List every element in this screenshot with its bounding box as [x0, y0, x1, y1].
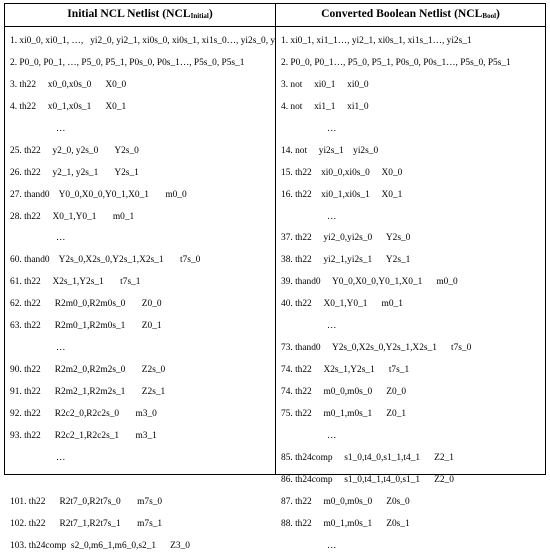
converted-netlist-ellipsis: …: [327, 211, 338, 222]
converted-netlist-ellipsis: …: [327, 540, 338, 551]
converted-netlist-line: 4. not xi1_1 xi1_0: [281, 101, 369, 112]
initial-netlist-line: 2. P0_0, P0_1, …, P5_0, P5_1, P0s_0, P0s…: [10, 57, 245, 68]
initial-netlist-line: 102. th22 R2t7_1,R2t7s_1 m7s_1: [10, 518, 163, 529]
table-header-row: Initial NCL Netlist (NCLInitial) Convert…: [4, 3, 546, 27]
converted-netlist-ellipsis: …: [327, 321, 338, 332]
converted-netlist-line: 74. th22 X2s_1,Y2s_1 t7s_1: [281, 365, 410, 376]
converted-netlist-line: 37. th22 yi2_0,yi2s_0 Y2s_0: [281, 233, 411, 244]
converted-netlist-line: 39. thand0 Y0_0,X0_0,Y0_1,X0_1 m0_0: [281, 277, 458, 288]
converted-netlist-line: 14. not yi2s_1 yi2s_0: [281, 145, 379, 156]
netlist-table-container: Initial NCL Netlist (NCLInitial) Convert…: [4, 3, 546, 551]
converted-netlist-line: 86. th24comp s1_0,t4_1,t4_0,s1_1 Z2_0: [281, 474, 454, 485]
initial-netlist-line: 27. thand0 Y0_0,X0_0,Y0_1,X0_1 m0_0: [10, 189, 187, 200]
converted-netlist-ellipsis: …: [327, 123, 338, 134]
initial-netlist-line: 26. th22 y2_1, y2s_1 Y2s_1: [10, 167, 139, 178]
initial-netlist-line: 25. th22 y2_0, y2s_0 Y2s_0: [10, 145, 139, 156]
converted-netlist-line: 1. xi0_1, xi1_1…, yi2_1, xi0s_1, xi1s_1……: [281, 36, 472, 46]
initial-netlist-cell: 1. xi0_0, xi0_1, …, yi2_0, yi2_1, xi0s_0…: [4, 26, 276, 551]
initial-netlist-line: 91. th22 R2m2_1,R2m2s_1 Z2s_1: [10, 387, 166, 397]
header-converted-boolean-netlist: Converted Boolean Netlist (NCLBool): [275, 3, 546, 27]
initial-netlist-line: 62. th22 R2m0_0,R2m0s_0 Z0_0: [10, 299, 162, 310]
initial-netlist-line: 90. th22 R2m2_0,R2m2s_0 Z2s_0: [10, 365, 166, 376]
table-body-row: 1. xi0_0, xi0_1, …, yi2_0, yi2_1, xi0s_0…: [4, 26, 546, 551]
converted-netlist-line: 15. th22 xi0_0,xi0s_0 X0_0: [281, 167, 403, 178]
converted-netlist-line: 2. P0_0, P0_1…, P5_0, P5_1, P0s_0, P0s_1…: [281, 57, 511, 68]
converted-netlist-line: 87. th22 m0_0,m0s_0 Z0s_0: [281, 496, 410, 507]
converted-netlist-cell: 1. xi0_1, xi1_1…, yi2_1, xi0s_1, xi1s_1……: [275, 26, 546, 551]
converted-netlist-lines: 1. xi0_1, xi1_1…, yi2_1, xi0s_1, xi1s_1……: [276, 27, 545, 551]
converted-netlist-line: 75. th22 m0_1,m0s_1 Z0_1: [281, 408, 407, 419]
initial-netlist-line: 1. xi0_0, xi0_1, …, yi2_0, yi2_1, xi0s_0…: [10, 36, 275, 46]
initial-netlist-ellipsis: …: [56, 452, 67, 463]
initial-netlist-line: 3. th22 x0_0,x0s_0 X0_0: [10, 79, 127, 90]
initial-netlist-lines: 1. xi0_0, xi0_1, …, yi2_0, yi2_1, xi0s_0…: [5, 27, 275, 551]
initial-netlist-line: 92. th22 R2c2_0,R2c2s_0 m3_0: [10, 408, 157, 419]
initial-netlist-line: 28. th22 X0_1,Y0_1 m0_1: [10, 211, 135, 222]
initial-netlist-line: 60. thand0 Y2s_0,X2s_0,Y2s_1,X2s_1 t7s_0: [10, 255, 201, 266]
initial-netlist-line: 103. th24comp s2_0,m6_1,m6_0,s2_1 Z3_0: [10, 540, 190, 551]
netlist-comparison-table: Initial NCL Netlist (NCLInitial) Convert…: [4, 3, 546, 551]
converted-netlist-line: 74. th22 m0_0,m0s_0 Z0_0: [281, 387, 407, 397]
initial-netlist-ellipsis: …: [56, 343, 67, 354]
initial-netlist-line: 101. th22 R2t7_0,R2t7s_0 m7s_0: [10, 496, 163, 507]
converted-netlist-line: 85. th24comp s1_0,t4_0,s1_1,t4_1 Z2_1: [281, 452, 454, 463]
converted-netlist-line: 3. not xi0_1 xi0_0: [281, 79, 369, 90]
converted-netlist-line: 38. th22 yi2_1,yi2s_1 Y2s_1: [281, 255, 411, 266]
initial-netlist-line: 4. th22 x0_1,x0s_1 X0_1: [10, 101, 127, 112]
initial-netlist-line: 61. th22 X2s_1,Y2s_1 t7s_1: [10, 277, 141, 288]
converted-netlist-line: 88. th22 m0_1,m0s_1 Z0s_1: [281, 518, 410, 529]
initial-netlist-ellipsis: …: [56, 233, 67, 244]
converted-netlist-line: 73. thand0 Y2s_0,X2s_0,Y2s_1,X2s_1 t7s_0: [281, 343, 472, 354]
initial-netlist-line: 63. th22 R2m0_1,R2m0s_1 Z0_1: [10, 321, 162, 332]
initial-netlist-line: 93. th22 R2c2_1,R2c2s_1 m3_1: [10, 430, 157, 441]
converted-netlist-line: 16. th22 xi0_1,xi0s_1 X0_1: [281, 189, 403, 200]
converted-netlist-ellipsis: …: [327, 430, 338, 441]
initial-netlist-ellipsis: …: [56, 123, 67, 134]
initial-netlist-line: [10, 470, 275, 492]
converted-netlist-line: 40. th22 X0_1,Y0_1 m0_1: [281, 299, 403, 310]
header-initial-ncl-netlist: Initial NCL Netlist (NCLInitial): [4, 3, 276, 27]
